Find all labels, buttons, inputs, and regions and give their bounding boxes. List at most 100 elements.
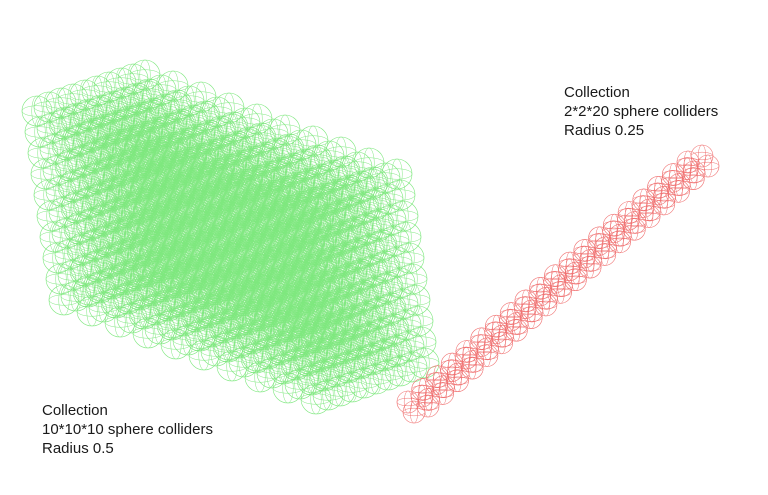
green-sphere-collider [273,194,305,226]
green-sphere-collider [80,138,112,170]
green-sphere-collider [70,253,102,285]
green-sphere-collider [76,295,108,327]
green-sphere-collider [48,284,80,316]
green-collection-radius: Radius 0.5 [42,440,114,457]
green-sphere-collider [101,285,133,317]
green-sphere-collider [195,203,227,235]
green-sphere-collider [49,106,81,138]
green-sphere-collider [244,361,276,393]
green-sphere-collider [114,191,146,223]
green-sphere-collider [207,287,239,319]
green-sphere-collider [120,233,152,265]
green-sphere-collider [161,150,193,182]
green-sphere-collider [260,288,292,320]
green-sphere-collider [27,137,59,169]
green-sphere-collider [182,297,214,329]
green-sphere-collider [105,128,137,160]
green-sphere-collider [36,200,68,232]
green-sphere-collider [235,298,267,330]
green-sphere-collider [89,201,121,233]
green-sphere-collider [381,158,413,190]
green-sphere-collider [129,296,161,328]
green-sphere-collider [257,267,289,299]
green-sphere-collider [333,174,365,206]
green-sphere-collider [213,329,245,361]
green-sphere-collider [300,383,332,415]
green-sphere-collider [272,372,304,404]
green-sphere-collider [167,192,199,224]
green-sphere-collider [111,170,143,202]
green-sphere-collider [179,276,211,308]
green-sphere-collider [108,149,140,181]
green-sphere-collider [309,182,341,214]
green-sphere-collider [201,245,233,277]
green-sphere-collection[interactable] [21,59,440,415]
green-sphere-collider [220,193,252,225]
green-sphere-collider [24,116,56,148]
green-sphere-collider [151,265,183,297]
green-sphere-collider [288,299,320,331]
red-collection-count: 2*2*20 sphere colliders [564,103,719,120]
green-sphere-collider [148,244,180,276]
green-sphere-collider [117,212,149,244]
green-sphere-collider [55,148,87,180]
green-sphere-collider [104,306,136,338]
green-sphere-collider [173,234,205,266]
green-sphere-collider [86,180,118,212]
green-sphere-collider [58,169,90,201]
green-sphere-collider [198,224,230,256]
green-sphere-collider [294,341,326,373]
green-sphere-collider [185,318,217,350]
green-sphere-collider [77,117,109,149]
green-sphere-collider [188,339,220,371]
green-sphere-collider [21,95,53,127]
green-sphere-collider [132,317,164,349]
green-sphere-collider [192,182,224,214]
green-sphere-collider [297,362,329,394]
green-sphere-collider [67,232,99,264]
green-collection-count: 10*10*10 sphere colliders [42,421,213,438]
green-sphere-collider [33,179,65,211]
green-sphere-collider [238,319,270,351]
green-sphere-collider [170,213,202,245]
red-collection-radius: Radius 0.25 [564,122,645,139]
green-sphere-collider [142,202,174,234]
green-sphere-collider [263,309,295,341]
green-sphere-collider [248,204,280,236]
red-sphere-collection[interactable] [396,144,720,424]
green-sphere-collider [30,158,62,190]
green-sphere-collider [229,256,261,288]
green-sphere-collider [226,235,258,267]
green-sphere-collider [176,255,208,287]
green-sphere-collider [61,190,93,222]
green-sphere-collider [157,307,189,339]
green-collection-title: Collection [42,402,108,419]
green-sphere-collider [39,221,71,253]
green-sphere-collider [126,275,158,307]
green-sphere-collider [276,215,308,247]
green-sphere-collider [285,278,317,310]
green-sphere-collider [251,225,283,257]
green-sphere-collider [291,320,323,352]
green-sphere-collider [52,127,84,159]
green-sphere-collider [136,160,168,192]
green-sphere-collider [73,274,105,306]
green-sphere-collider [123,254,155,286]
green-sphere-collider [217,172,249,204]
green-sphere-collider [216,350,248,382]
green-sphere-collider [245,183,277,215]
green-sphere-collider [98,264,130,296]
green-sphere-collider [254,246,286,278]
green-sphere-collider [266,330,298,362]
green-sphere-collider [269,351,301,383]
green-sphere-collider [83,159,115,191]
green-sphere-collider [92,222,124,254]
green-sphere-collider [139,181,171,213]
green-sphere-collider [321,178,353,210]
green-collection-label: Collection 10*10*10 sphere colliders Rad… [42,401,213,458]
green-sphere-collider [241,340,273,372]
red-sphere-collider [690,144,714,168]
green-sphere-collider [164,171,196,203]
green-sphere-collider [189,161,221,193]
green-sphere-collider [133,139,165,171]
